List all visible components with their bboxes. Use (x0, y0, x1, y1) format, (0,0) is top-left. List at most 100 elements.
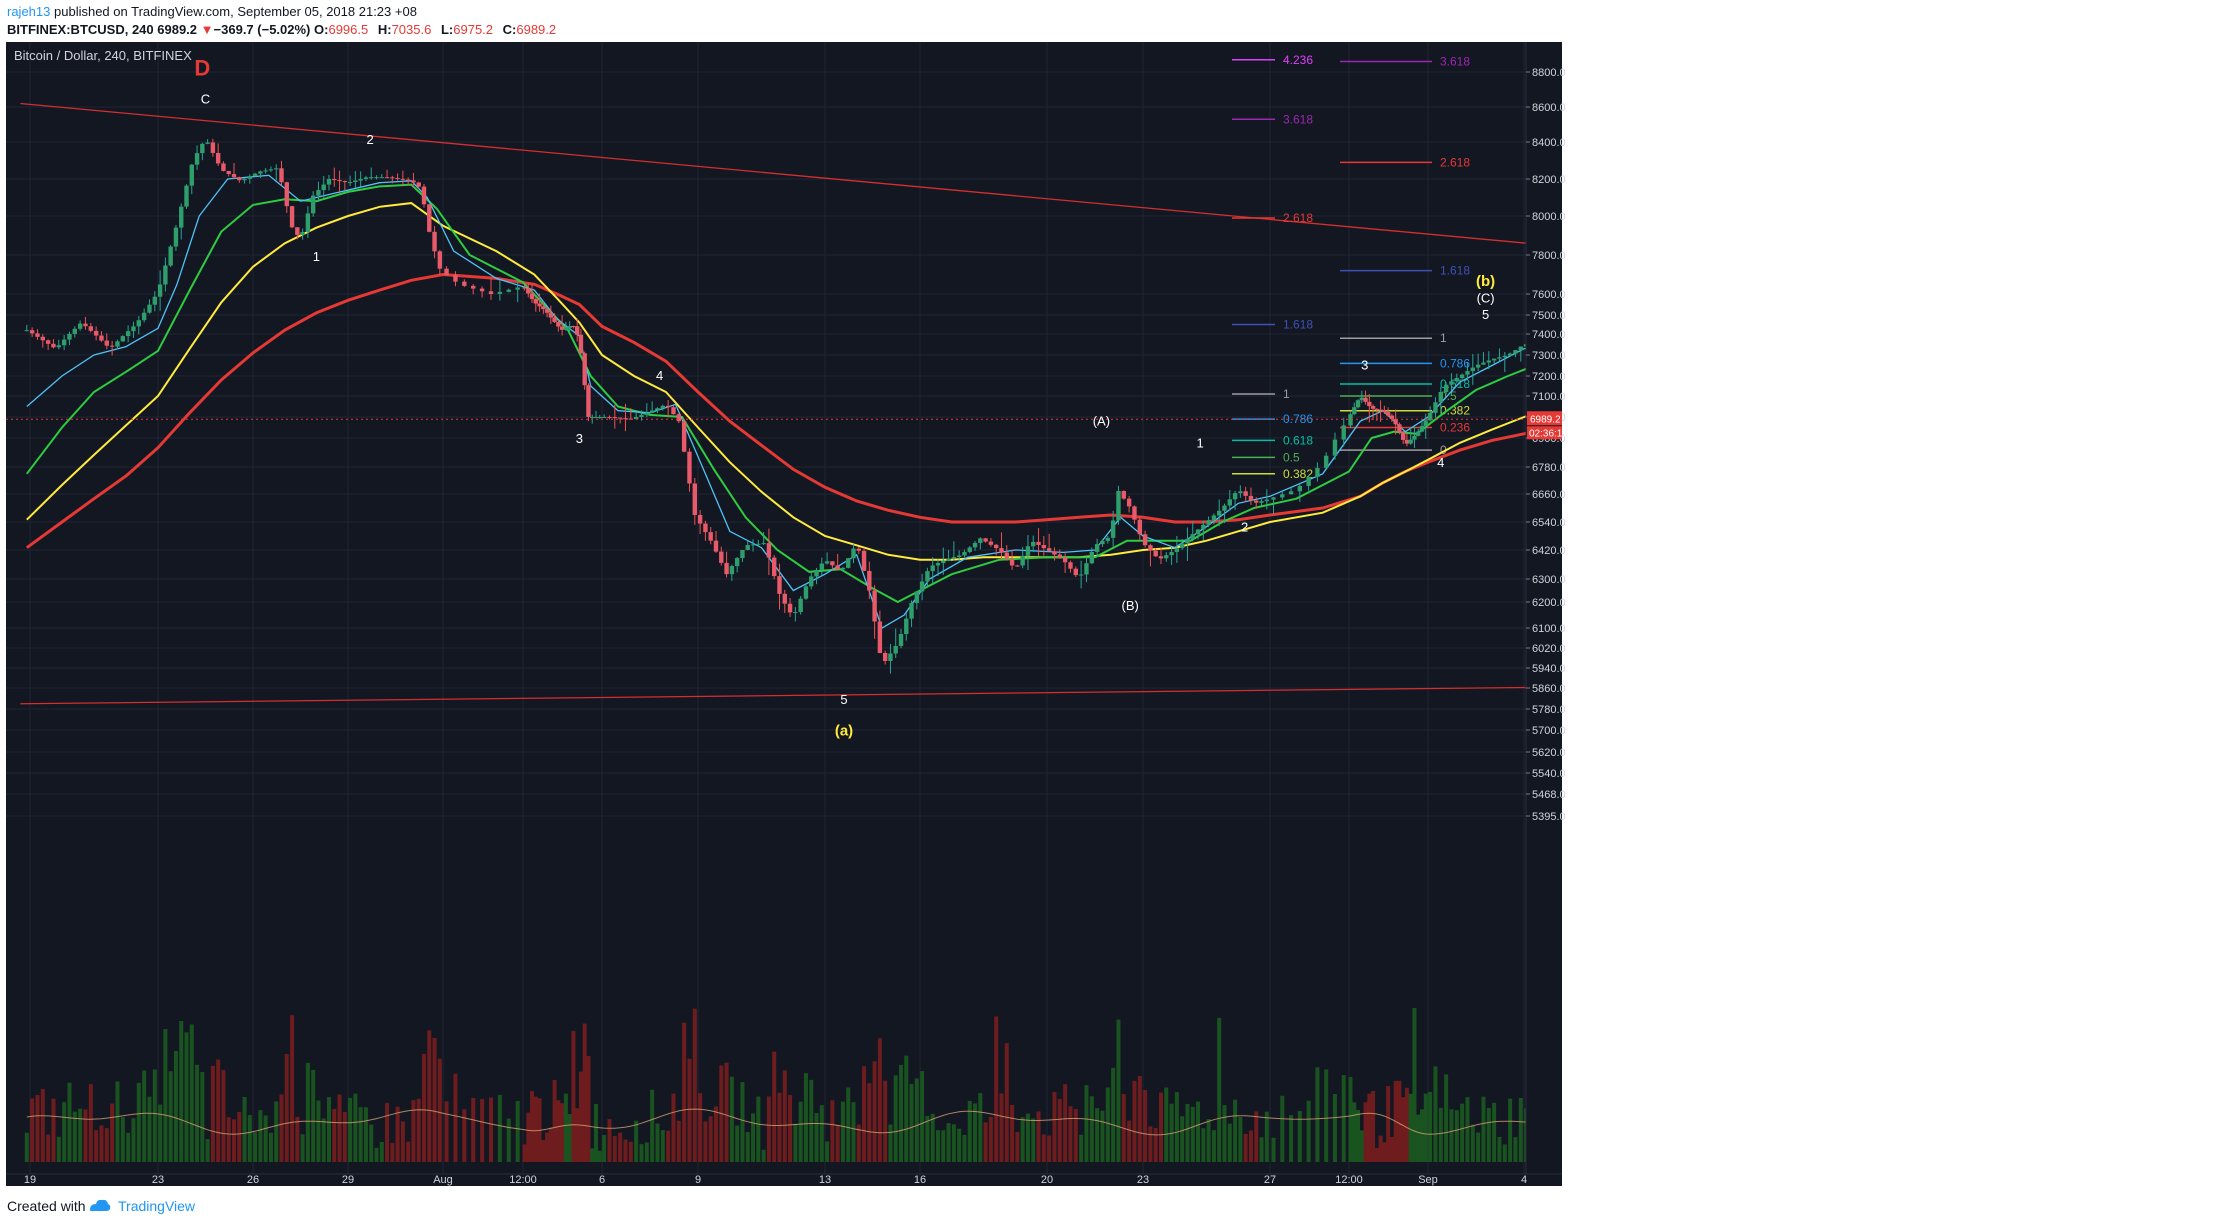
volume-bar (1010, 1105, 1015, 1162)
volume-bar (650, 1089, 655, 1162)
candle-body (766, 543, 772, 558)
candle-body (205, 142, 210, 144)
price-tick-label: 5620.0 (1532, 747, 1566, 759)
candle-body (99, 335, 104, 341)
candle-body (1126, 498, 1132, 507)
volume-bar (1031, 1118, 1036, 1162)
volume-bar (369, 1124, 374, 1162)
volume-bar (1401, 1097, 1406, 1162)
volume-bar (676, 1120, 681, 1162)
volume-bar (300, 1134, 305, 1162)
candle-body (1408, 439, 1413, 444)
volume-bar (179, 1021, 184, 1162)
candle-body (326, 179, 332, 185)
candle-body (384, 177, 390, 179)
volume-bar (1222, 1105, 1227, 1162)
volume-bar (1359, 1130, 1364, 1162)
time-tick-label: 27 (1264, 1174, 1276, 1186)
candle-body (268, 169, 274, 171)
volume-bar (1089, 1096, 1094, 1162)
candle-body (1142, 534, 1148, 546)
volume-bar (541, 1140, 546, 1162)
time-tick-label: 9 (695, 1174, 701, 1186)
candle-body (676, 414, 681, 422)
candle-body (593, 417, 599, 418)
candle-body (390, 177, 395, 179)
price-chart[interactable]: 4.236 3.618 2.618 1.618 1 0.786 0.618 0.5 0.382 3… (0, 42, 2229, 1186)
volume-bar (899, 1064, 903, 1162)
author-link[interactable]: rajeh13 (7, 4, 51, 19)
candle-body (548, 312, 554, 318)
ohlc-low: 6975.2 (453, 22, 494, 37)
volume-bar (1492, 1102, 1497, 1162)
candle-body (497, 291, 503, 294)
price-tick-label: 6300.0 (1532, 574, 1566, 586)
candle-body (697, 515, 703, 524)
plot-layer: 4.236 3.618 2.618 1.618 1 0.786 0.618 0.5 0.382 3… (6, 42, 1526, 1174)
time-tick-label: 29 (342, 1174, 354, 1186)
candle-body (305, 213, 311, 232)
candle-body (1238, 491, 1243, 494)
candle-body (660, 405, 665, 409)
wave-label: 1 (1197, 436, 1204, 451)
candle-body (1153, 550, 1158, 557)
volume-bar (1004, 1043, 1009, 1162)
candle-body (1068, 562, 1073, 569)
created-with-text: Created with (7, 1198, 86, 1214)
volume-bar (1057, 1098, 1062, 1162)
candle-body (1078, 574, 1084, 576)
volume-bar (846, 1087, 851, 1162)
candle-body (919, 581, 925, 592)
candle-body (898, 634, 904, 646)
footer: Created with TradingView (0, 1186, 2229, 1224)
volume-bar (978, 1093, 983, 1162)
volume-bar (232, 1119, 236, 1162)
candle-body (374, 177, 379, 179)
candle-body (1443, 384, 1449, 392)
time-axis (6, 1174, 1562, 1186)
candle-body (1121, 491, 1126, 499)
time-tick-label: 16 (914, 1174, 926, 1186)
fib-left-label: 3.618 (1283, 112, 1313, 126)
last-price-tag (1527, 411, 1562, 426)
candle-body (1370, 406, 1376, 409)
candle-body (745, 545, 750, 550)
candle-body (237, 177, 242, 181)
candle-body (1454, 378, 1459, 382)
volume-bar (1386, 1086, 1391, 1162)
candle-body (529, 293, 535, 300)
candle-body (533, 299, 538, 304)
ema-yellow-line (26, 202, 1526, 561)
candle-body (115, 341, 120, 347)
candle-body (173, 227, 179, 247)
candle-body (1332, 439, 1338, 456)
volume-bar (1419, 1109, 1424, 1162)
candle-body (1427, 412, 1433, 421)
wave-label: 1 (313, 249, 320, 264)
volume-bar (216, 1059, 221, 1162)
volume-bar (489, 1097, 493, 1162)
candle-body (1419, 425, 1425, 432)
volume-bar (582, 1023, 587, 1162)
tradingview-link[interactable]: TradingView (118, 1198, 196, 1214)
volume-bar (395, 1106, 400, 1162)
candle-body (724, 562, 729, 575)
candle-body (809, 576, 814, 587)
volume-bar (708, 1116, 713, 1162)
candle-body (1243, 491, 1248, 496)
volume-bar (602, 1135, 607, 1162)
candle-body (851, 548, 856, 559)
volume-bar (24, 1132, 29, 1162)
candle-body (734, 558, 740, 567)
candle-body (1433, 402, 1438, 413)
candle-body (168, 246, 173, 266)
volume-bar (930, 1113, 935, 1162)
candle-body (274, 168, 279, 170)
candle-body (83, 323, 88, 327)
candle-body (379, 177, 384, 179)
volume-bar (1416, 1114, 1421, 1162)
candle-body (35, 333, 40, 337)
volume-bar (1438, 1107, 1443, 1162)
volume-bar (578, 1071, 583, 1162)
candle-body (999, 548, 1004, 553)
